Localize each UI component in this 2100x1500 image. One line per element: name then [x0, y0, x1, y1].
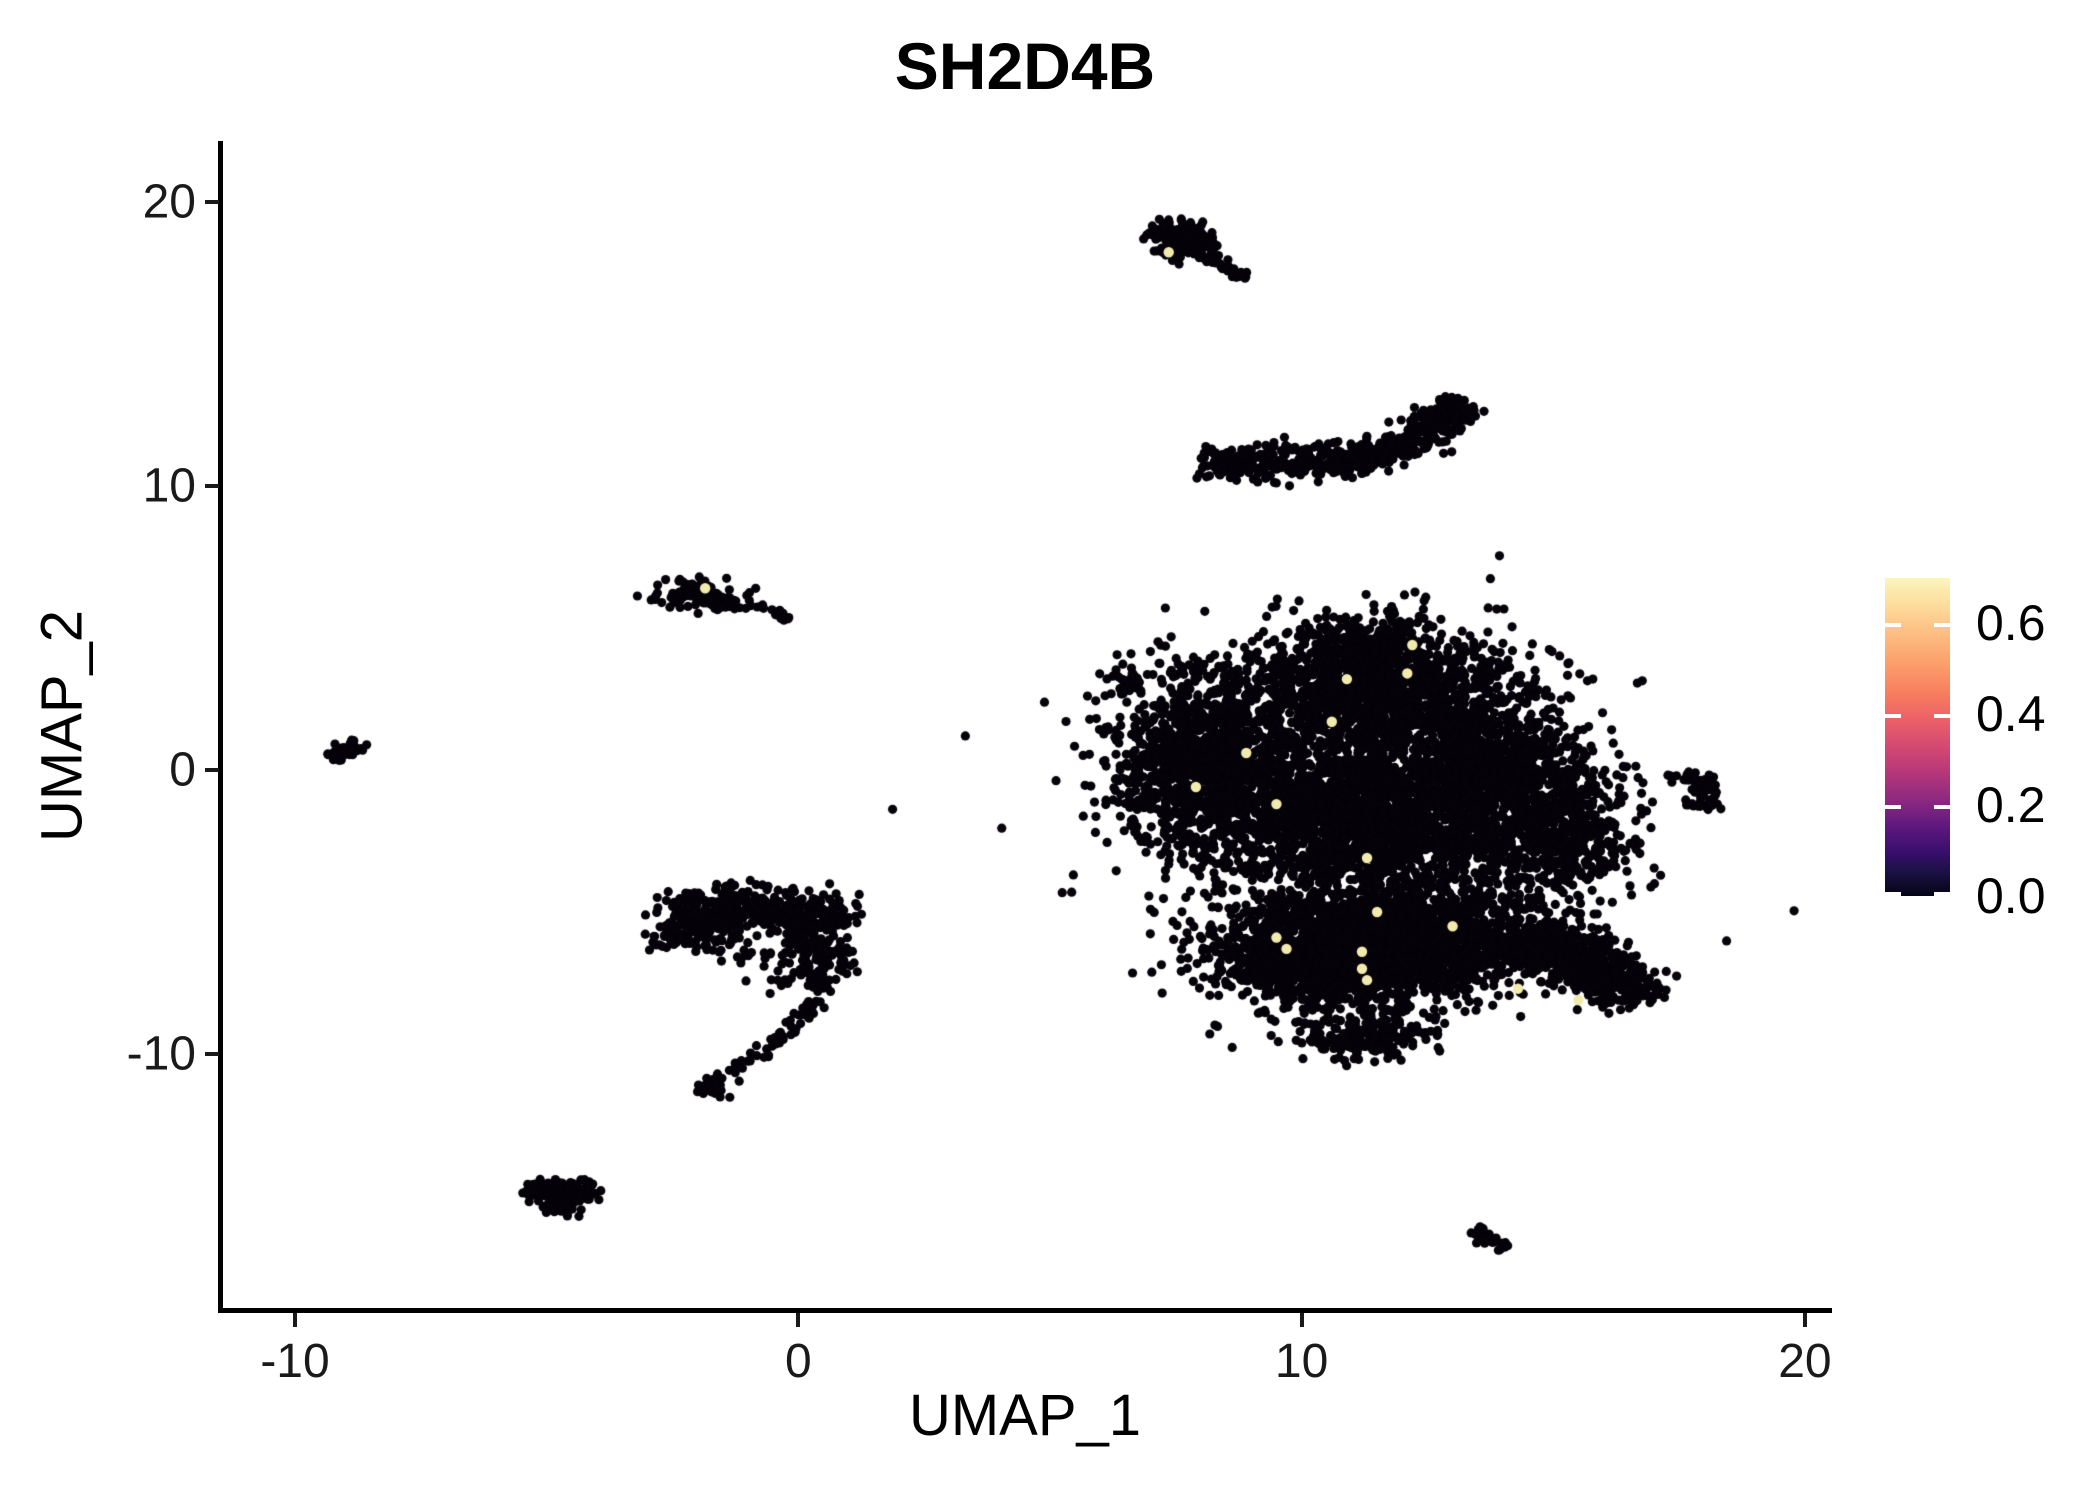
- x-tick-mark: [1299, 1313, 1304, 1327]
- y-tick-label: 10: [142, 459, 196, 513]
- colorbar-tick-mark: [1934, 892, 1950, 896]
- x-axis-line: [218, 1308, 1832, 1313]
- x-tick-mark: [796, 1313, 801, 1327]
- colorbar-tick-label: 0.0: [1976, 868, 2046, 924]
- x-tick-label: -10: [260, 1335, 330, 1388]
- colorbar-tick-label: 0.2: [1976, 777, 2046, 834]
- expression-colorbar: [1885, 578, 1950, 896]
- x-tick-mark: [293, 1313, 297, 1327]
- colorbar-tick-mark: [1934, 714, 1950, 719]
- colorbar-tick-mark: [1885, 805, 1901, 810]
- y-tick-label: 20: [142, 175, 196, 229]
- y-axis-title: UMAP_2: [29, 609, 95, 843]
- y-tick-label: -10: [126, 1027, 196, 1081]
- colorbar-tick-mark: [1885, 623, 1901, 628]
- x-axis-title: UMAP_1: [908, 1383, 1142, 1448]
- colorbar-tick-label: 0.6: [1976, 595, 2046, 652]
- colorbar-tick-mark: [1934, 623, 1950, 628]
- colorbar-tick-mark: [1934, 805, 1950, 810]
- y-tick-mark: [205, 768, 219, 772]
- x-tick-label: 10: [1274, 1335, 1329, 1388]
- colorbar-tick-label: 0.4: [1976, 686, 2046, 743]
- y-tick-mark: [205, 484, 219, 488]
- colorbar-tick-mark: [1885, 892, 1901, 896]
- y-tick-mark: [205, 1052, 219, 1056]
- y-tick-mark: [205, 200, 219, 204]
- y-tick-label: 0: [169, 743, 196, 797]
- x-tick-label: 0: [784, 1335, 812, 1388]
- x-tick-label: 20: [1778, 1335, 1832, 1388]
- y-axis-line: [218, 141, 223, 1313]
- x-tick-mark: [1802, 1313, 1807, 1327]
- colorbar-tick-mark: [1885, 714, 1901, 719]
